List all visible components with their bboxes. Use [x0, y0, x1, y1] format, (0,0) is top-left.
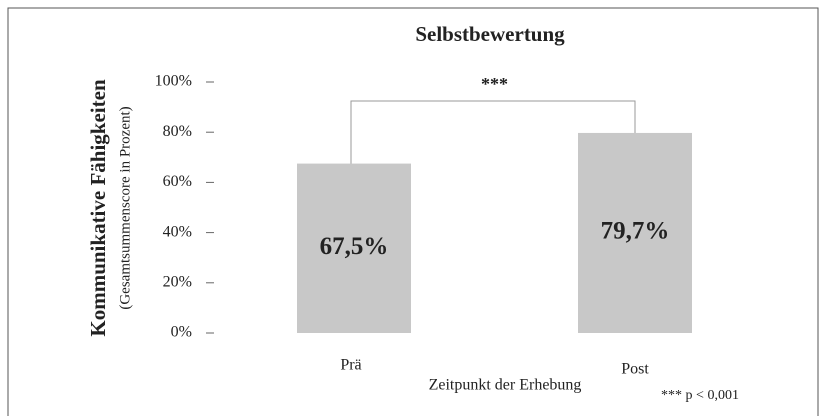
bar: [578, 132, 692, 333]
note: *** p < 0,001: [661, 388, 739, 403]
y-axis-sublabel: (Gesamtsummenscore in Prozent): [117, 106, 133, 309]
significance-bracket: [350, 100, 636, 164]
frame: [7, 7, 819, 416]
x-tick-label: Prä: [340, 357, 361, 374]
y-tick-label: 0%: [171, 324, 192, 341]
bar: [297, 163, 411, 333]
y-tick-label: 20%: [163, 273, 192, 290]
y-tick-label: 100%: [155, 73, 192, 90]
y-axis-label: Kommunikative Fähigkeiten: [86, 79, 110, 337]
data-label: 79,7%: [601, 218, 670, 245]
x-tick-label: Post: [621, 361, 649, 378]
data-label: 67,5%: [320, 233, 389, 260]
y-tick-label: 80%: [163, 123, 192, 140]
y-tick-label: 60%: [163, 173, 192, 190]
significance-label: ***: [481, 74, 508, 94]
chart-title: Selbstbewertung: [415, 22, 565, 46]
y-tick-label: 40%: [163, 223, 192, 240]
x-axis-label: Zeitpunkt der Erhebung: [429, 377, 582, 394]
